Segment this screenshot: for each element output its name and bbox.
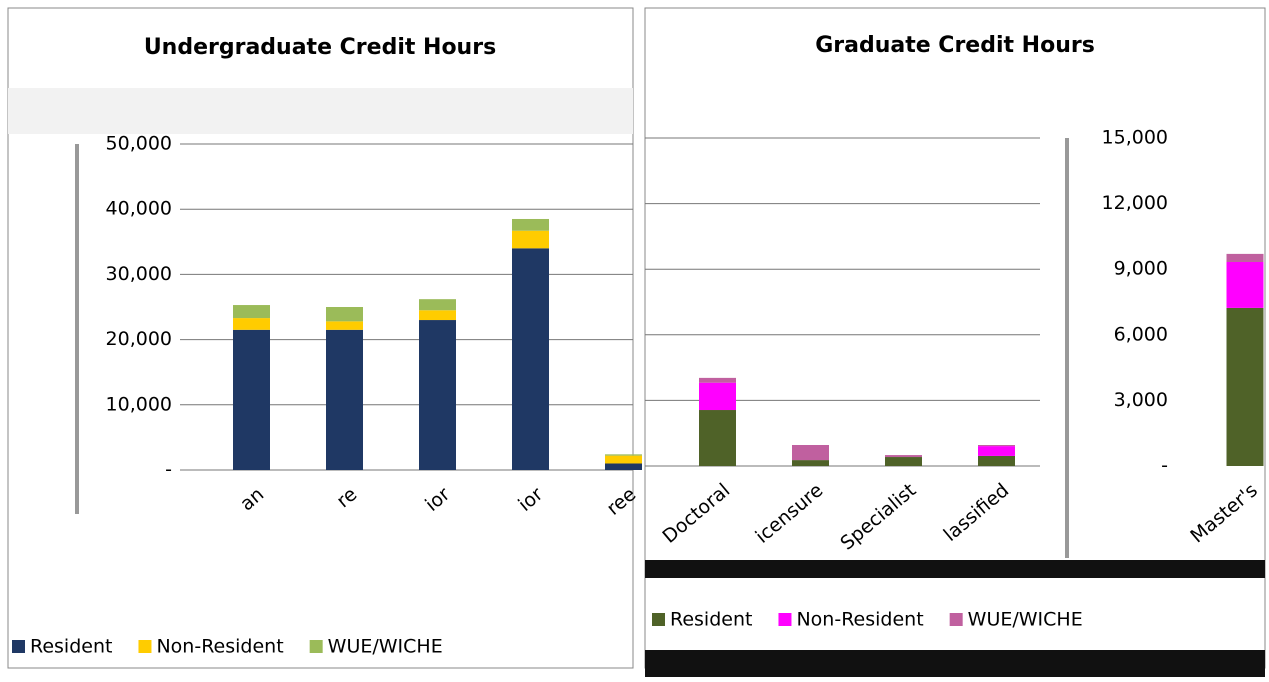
bar-segment [1226,307,1264,466]
x-tick-label: ior [514,483,547,516]
legend-swatch [12,640,25,653]
bar-segment [1226,261,1264,308]
bar-segment [605,454,642,456]
y-tick-label: - [1161,455,1168,477]
chart-title: Undergraduate Credit Hours [144,35,496,60]
bar-segment [326,329,363,470]
divider [75,144,79,514]
x-tick-label: Doctoral [658,479,734,548]
legend-label: Non-Resident [156,636,283,658]
bar-segment [978,446,1015,456]
bar-segment [792,460,829,466]
bar-segment [978,445,1015,447]
chart-title: Graduate Credit Hours [815,33,1095,58]
y-tick-label: 20,000 [106,328,172,350]
bar-segment [978,455,1015,466]
bar-segment [885,457,922,466]
bar-segment [233,318,270,330]
bar-segment [326,307,363,322]
y-tick-label: 30,000 [106,263,172,285]
y-tick-label: 9,000 [1114,258,1168,280]
bar-segment [699,410,736,466]
bar-segment [512,248,549,470]
y-tick-label: - [165,459,172,481]
bar-segment [605,463,642,470]
legend-label: Resident [30,636,112,658]
y-tick-label: 10,000 [106,393,172,415]
bar-segment [605,455,642,464]
bar-segment [419,299,456,311]
header-band [8,88,633,134]
bar-segment [512,230,549,249]
bar-segment [512,218,549,231]
left-chart-frame [7,7,634,669]
bar-segment [326,321,363,330]
y-tick-label: 15,000 [1102,127,1168,149]
bar-segment [233,329,270,470]
x-tick-label: an [236,483,268,515]
y-tick-label: 40,000 [106,198,172,220]
glitch-band [645,650,1265,678]
bar-segment [1226,253,1264,262]
bar-segment [699,382,736,411]
legend-label: WUE/WICHE [328,636,443,658]
bar-segment [419,320,456,470]
bar-segment [885,455,922,458]
y-tick-label: 3,000 [1114,389,1168,411]
x-tick-label: ior [421,483,454,516]
x-tick-label: Specialist [836,479,920,554]
x-tick-label: re [332,483,361,512]
x-tick-label: icensure [751,479,827,548]
legend-swatch [778,613,792,626]
y-tick-label: 12,000 [1102,192,1168,214]
bar-segment [792,445,829,461]
glitch-band [645,560,1265,578]
y-tick-label: 50,000 [106,133,172,155]
bar-segment [699,377,736,383]
y-tick-label: 6,000 [1114,323,1168,345]
x-tick-label: Master's [1186,479,1261,547]
x-tick-label: lassified [940,479,1014,546]
legend-label: WUE/WICHE [968,609,1083,631]
legend-swatch [138,640,152,653]
bar-segment [419,310,456,321]
divider [1065,138,1069,558]
legend-swatch [949,613,963,626]
legend-swatch [652,613,665,626]
legend-label: Non-Resident [796,609,923,631]
bar-segment [233,305,270,319]
legend-label: Resident [670,609,752,631]
legend-swatch [309,640,323,653]
x-tick-label: ree [603,483,641,520]
